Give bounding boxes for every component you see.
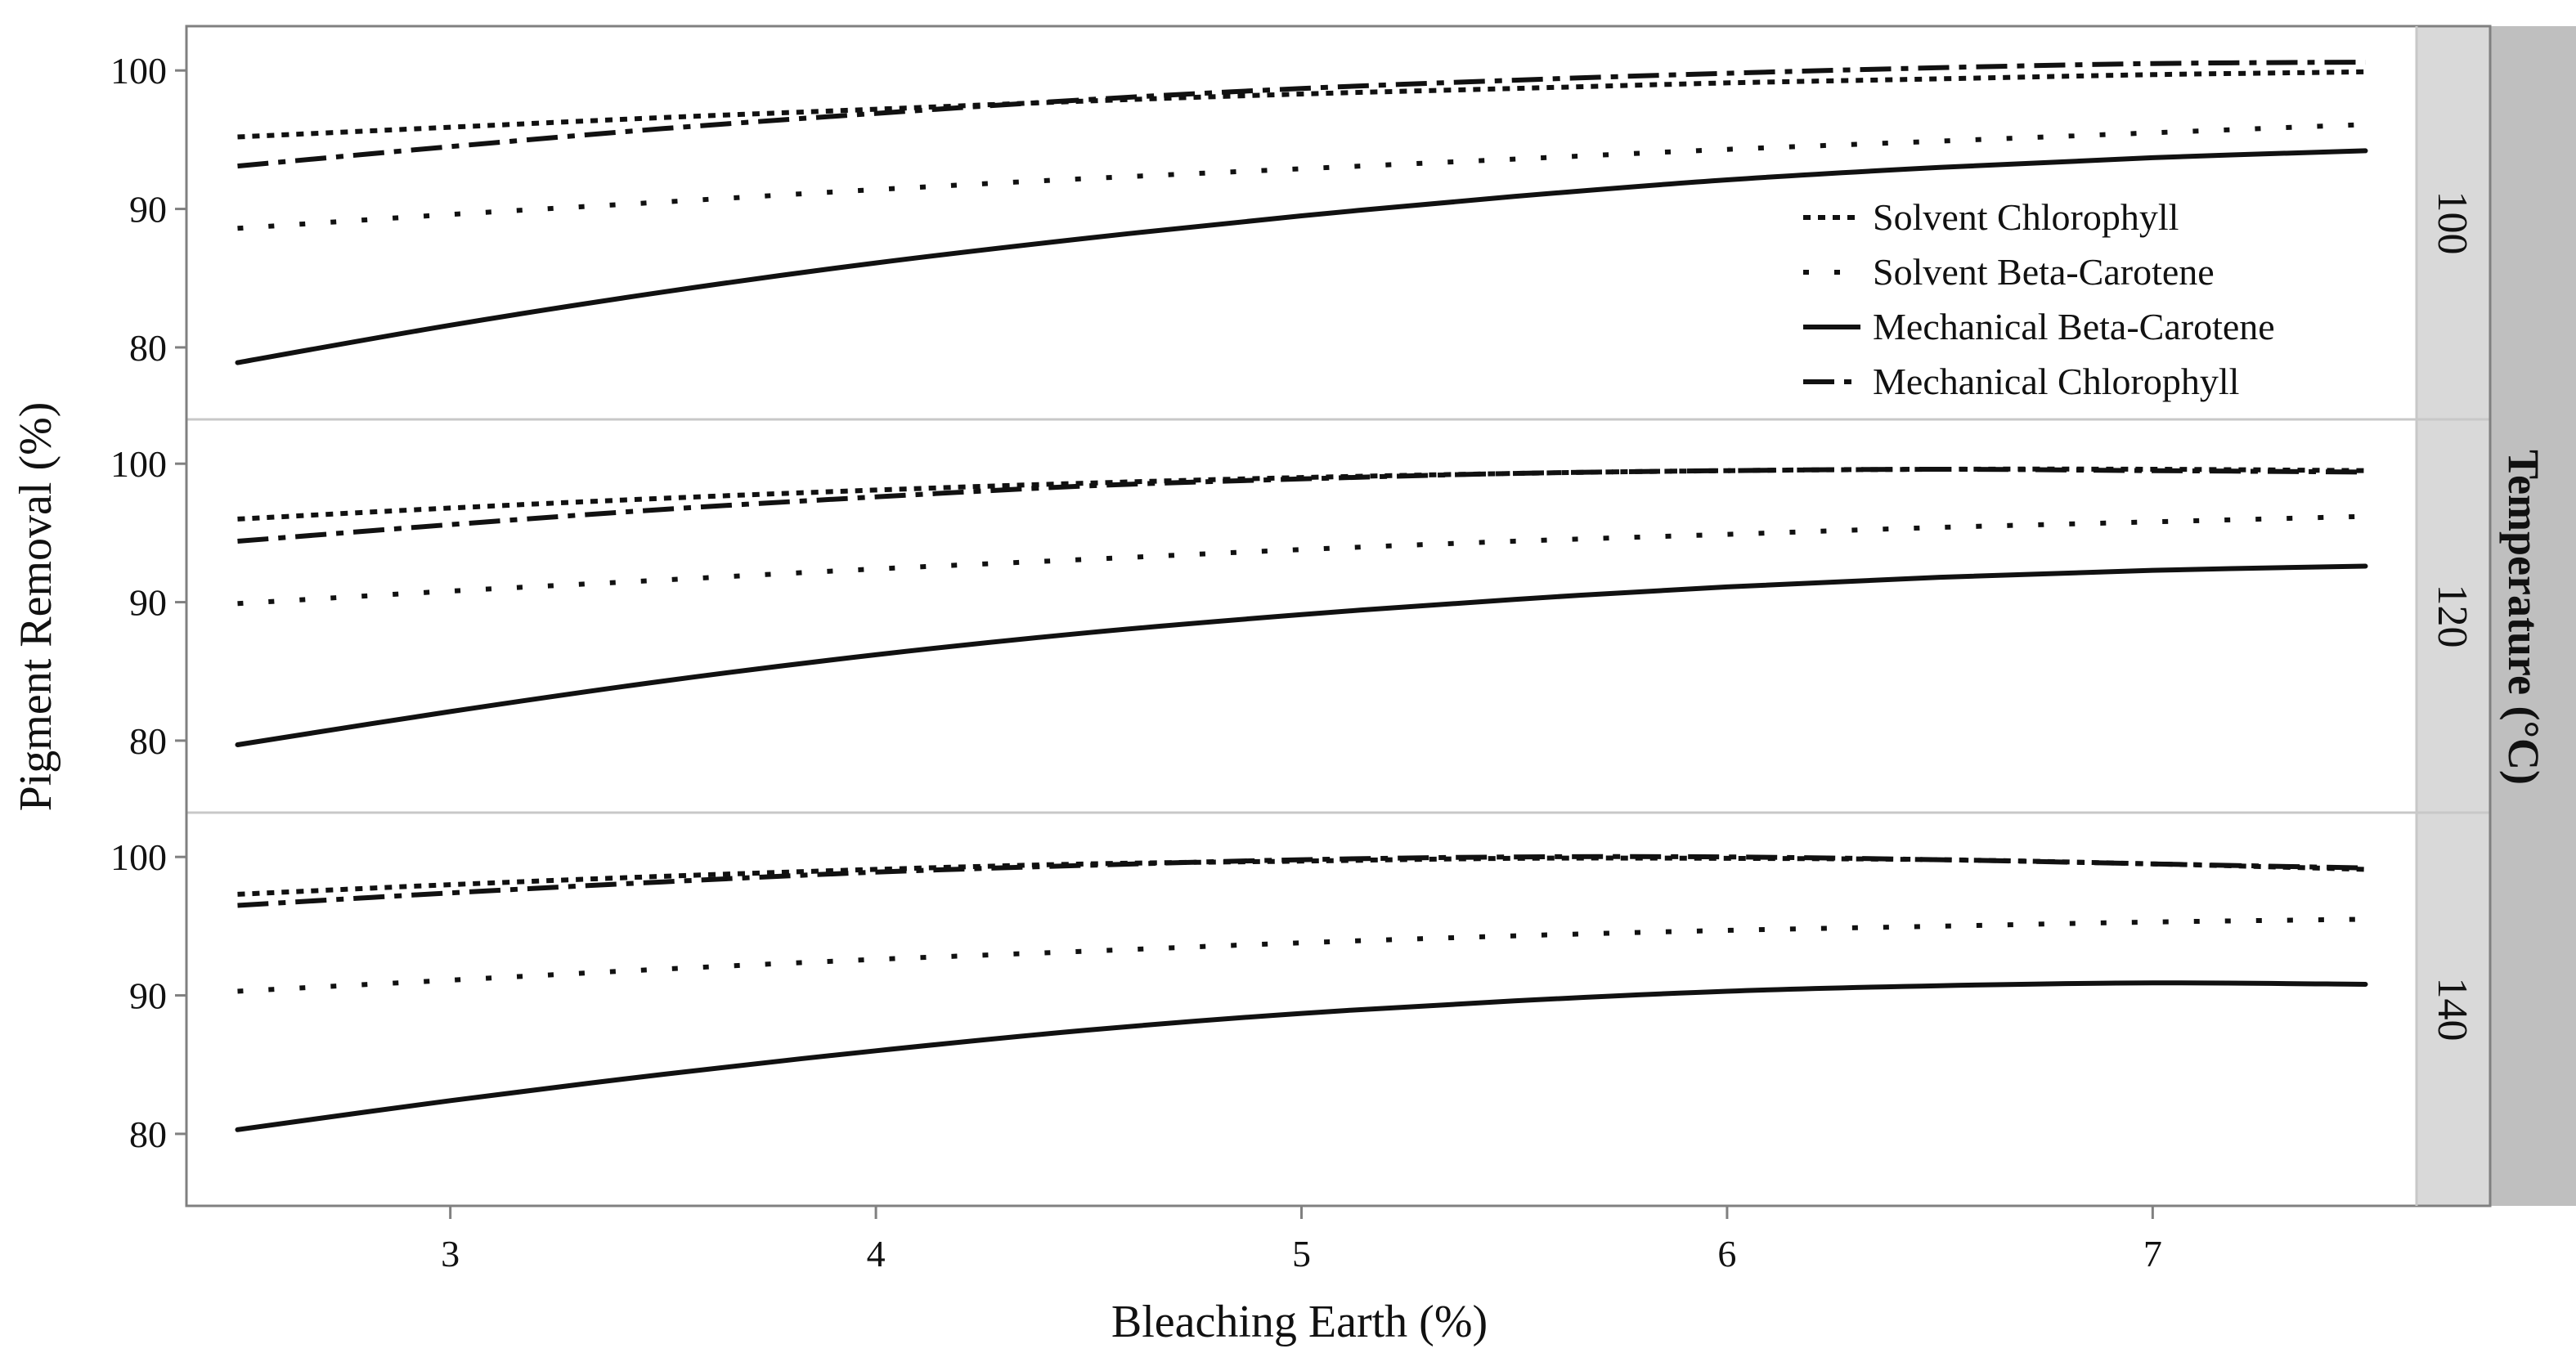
x-tick-label: 7	[2143, 1233, 2162, 1275]
panel-100	[235, 60, 2368, 365]
y-tick-label: 80	[129, 720, 167, 762]
series-line-mechanical-beta-carotene	[235, 980, 2368, 1132]
series-line-mechanical-beta-carotene	[235, 563, 2368, 747]
facet-strip-label: 120	[2429, 585, 2475, 648]
facet-strip-label: 140	[2429, 978, 2475, 1042]
legend-label: Mechanical Chlorophyll	[1873, 361, 2239, 402]
panel-120	[235, 466, 2368, 747]
series-line-mechanical-chlorophyll	[237, 60, 2366, 169]
y-tick-label: 100	[110, 836, 167, 878]
facet-group-title: Temperature (°C)	[2499, 450, 2548, 785]
series-line-mechanical-beta-carotene	[235, 148, 2368, 365]
x-tick-label: 5	[1292, 1233, 1311, 1275]
facet-strips: 100 120 140	[2417, 26, 2576, 1206]
panel-140	[235, 854, 2368, 1132]
facet-strip-120	[2417, 419, 2490, 813]
facet-panels	[235, 60, 2368, 1132]
facet-group-strip	[2490, 26, 2576, 1206]
legend-label: Mechanical Beta-Carotene	[1873, 306, 2275, 347]
x-tick-label: 6	[1717, 1233, 1736, 1275]
series-line-solvent-beta-carotene	[237, 122, 2366, 231]
x-axis: 3 4 5 6 7	[441, 1206, 2162, 1275]
facet-strip-label: 100	[2429, 191, 2475, 255]
y-tick-label: 80	[129, 1113, 167, 1155]
y-axis: 80 90 100 80 90 100 80 90 100	[110, 50, 186, 1155]
y-tick-label: 100	[110, 443, 167, 485]
x-tick-label: 4	[867, 1233, 886, 1275]
y-tick-label: 90	[129, 582, 167, 624]
series-line-mechanical-chlorophyll	[237, 854, 2366, 908]
plot-frame	[185, 25, 2492, 1207]
series-line-solvent-chlorophyll	[237, 69, 2366, 140]
y-tick-label: 90	[129, 975, 167, 1017]
legend: Solvent Chlorophyll Solvent Beta-Carotene…	[1803, 196, 2275, 402]
legend-label: Solvent Beta-Carotene	[1873, 251, 2215, 293]
x-tick-label: 3	[441, 1233, 460, 1275]
legend-label: Solvent Chlorophyll	[1873, 196, 2179, 238]
series-line-mechanical-chlorophyll	[237, 467, 2366, 544]
facet-strip-140	[2417, 813, 2490, 1206]
plot-border	[185, 25, 2492, 1207]
y-tick-label: 80	[129, 327, 167, 369]
facet-strip-100	[2417, 26, 2490, 419]
y-axis-title: Pigment Removal (%)	[11, 402, 61, 812]
y-tick-label: 90	[129, 189, 167, 231]
x-axis-title: Bleaching Earth (%)	[1111, 1297, 1488, 1347]
y-tick-label: 100	[110, 50, 167, 92]
